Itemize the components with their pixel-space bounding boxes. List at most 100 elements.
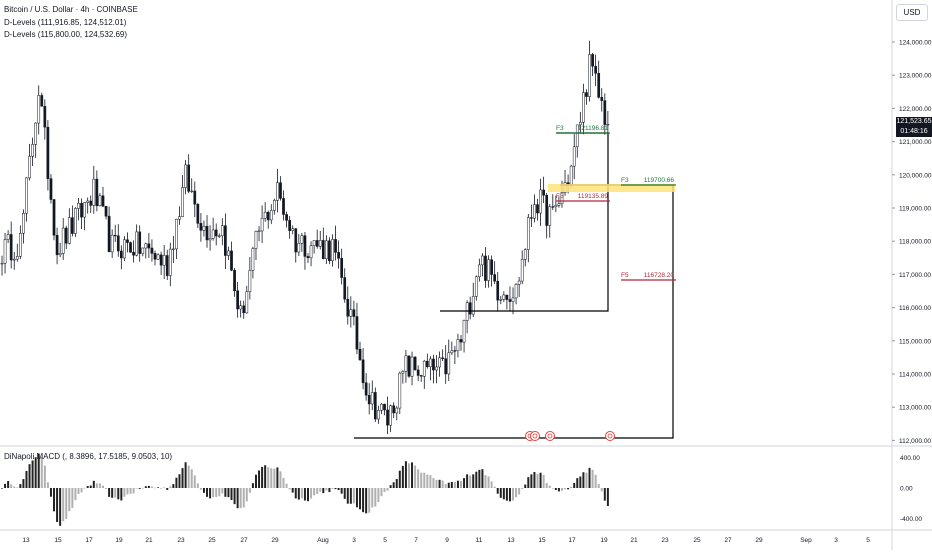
candle: [337, 240, 340, 269]
macd-histogram-bar: [285, 483, 288, 488]
macd-histogram-bar: [135, 488, 138, 489]
candle-body: [83, 202, 86, 218]
dlevels-legend-1[interactable]: D-Levels (111,916.85, 124,512.01): [4, 18, 127, 27]
candle: [358, 341, 362, 361]
macd-histogram-bar: [564, 488, 567, 490]
candle: [233, 268, 236, 297]
candle: [156, 253, 160, 260]
candle-body: [55, 234, 59, 256]
time-axis-tick: 3: [834, 537, 838, 544]
candle-body: [309, 245, 313, 259]
macd-histogram-bar: [300, 488, 303, 499]
macd-histogram-bar: [359, 488, 362, 510]
candle: [168, 242, 172, 287]
currency-button[interactable]: USD: [896, 4, 928, 21]
macd-histogram-bar: [512, 488, 515, 501]
candle-body: [410, 356, 414, 377]
candle-body: [165, 255, 169, 276]
candle: [377, 405, 380, 424]
candle-body: [31, 144, 34, 157]
candle-body: [181, 187, 184, 217]
candle-body: [484, 255, 487, 281]
candle: [276, 168, 279, 213]
price-axis-tick: 112,000.00: [899, 438, 931, 445]
time-axis-tick: 23: [177, 537, 185, 544]
time-axis-tick: 15: [54, 537, 62, 544]
candle: [456, 333, 460, 358]
candle-body: [392, 405, 396, 414]
candle: [459, 334, 463, 351]
candle: [603, 93, 607, 135]
time-axis-tick: 29: [755, 537, 763, 544]
candle: [34, 122, 38, 158]
candle-body: [318, 240, 322, 247]
candle: [239, 300, 243, 318]
macd-histogram-bar: [120, 488, 123, 501]
macd-histogram-bar: [147, 485, 150, 488]
dlevels-legend-2[interactable]: D-Levels (115,800.00, 124,532.69): [4, 30, 128, 39]
macd-histogram-bar: [184, 462, 187, 488]
candle-body: [285, 214, 288, 221]
candle-body: [533, 204, 536, 219]
target-marker: [530, 431, 540, 441]
macd-histogram-bar: [355, 488, 358, 508]
candle: [548, 204, 552, 238]
macd-histogram-bar: [62, 488, 65, 522]
candle-body: [395, 407, 399, 414]
candle-body: [74, 208, 77, 234]
target-marker-ring: [545, 431, 555, 441]
candle-body: [429, 358, 432, 368]
candle: [266, 210, 270, 229]
candle: [478, 258, 481, 282]
candle-body: [352, 309, 356, 317]
macd-histogram-bar: [144, 486, 147, 488]
time-axis-tick: 21: [630, 537, 638, 544]
candle: [269, 204, 273, 225]
candle-body: [462, 320, 466, 343]
candle-body: [312, 240, 316, 247]
candle: [523, 248, 527, 267]
macd-histogram-bar: [407, 463, 410, 488]
candle: [92, 165, 96, 214]
macd-legend[interactable]: DiNapoli MACD (, 8.3896, 17.5185, 9.0503…: [4, 452, 173, 461]
macd-histogram-bar: [368, 488, 371, 513]
candle: [245, 285, 249, 314]
candle: [28, 143, 31, 181]
candle: [263, 202, 267, 222]
candle: [138, 225, 142, 262]
candle-body: [196, 203, 200, 224]
candle: [407, 355, 411, 378]
candle-body: [413, 356, 417, 371]
candle: [297, 233, 301, 257]
candle-body: [386, 409, 389, 426]
candle: [294, 228, 298, 263]
candle: [346, 286, 350, 325]
time-axis-tick: 19: [600, 537, 608, 544]
candle-body: [481, 255, 484, 266]
candle-body: [144, 243, 148, 249]
candle: [37, 85, 41, 135]
candle: [419, 374, 423, 382]
candle: [429, 356, 432, 381]
macd-histogram-bar: [294, 488, 297, 499]
candle-body: [28, 156, 31, 179]
time-axis-tick: Aug: [317, 537, 329, 544]
macd-histogram-bar: [392, 482, 395, 488]
candle-body: [288, 220, 291, 231]
macd-histogram-bar: [466, 474, 469, 488]
candle-body: [101, 195, 105, 207]
candle-body: [432, 358, 435, 371]
macd-histogram-bar: [307, 488, 309, 502]
candle-body: [257, 230, 261, 232]
macd-histogram-bar: [417, 469, 420, 488]
macd-histogram-bar: [460, 481, 462, 488]
macd-histogram-bar: [505, 488, 508, 501]
macd-histogram-bar: [527, 477, 530, 488]
candle: [248, 257, 252, 300]
macd-histogram-bar: [218, 488, 221, 497]
candle-body: [578, 121, 582, 126]
macd-histogram-bar: [346, 488, 349, 504]
candle-body: [456, 339, 460, 351]
